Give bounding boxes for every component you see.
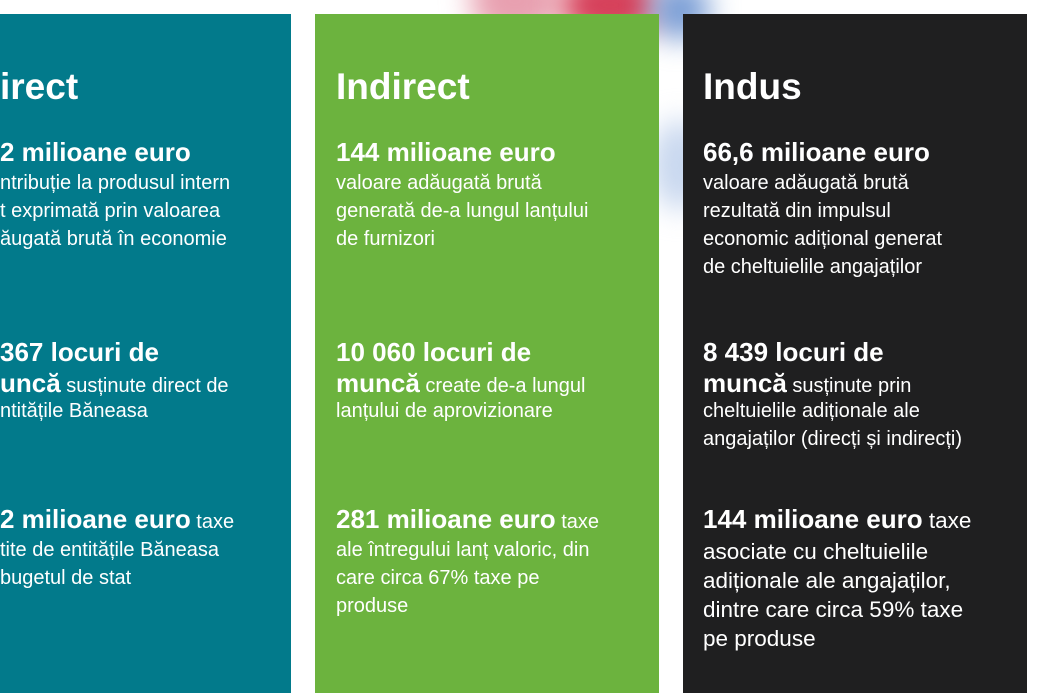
text-line: 281 milioane euro taxe: [336, 505, 599, 533]
text-line: generată de-a lungul lanțului: [336, 197, 588, 225]
stat-block: 2 milioane euro taxe tite de entitățile B…: [0, 505, 234, 592]
highlight-text: 66,6 milioane euro: [703, 137, 930, 167]
body-text: taxe: [922, 508, 972, 533]
body-text: taxe: [190, 511, 235, 533]
body-text: ăugată brută în economie: [0, 228, 227, 250]
body-text: valoare adăugată brută: [703, 172, 909, 194]
text-line: muncă susținute prin: [703, 369, 962, 397]
text-line: ăugată brută în economie: [0, 225, 230, 253]
text-line: economic adițional generat: [703, 225, 942, 253]
column-title: irect: [0, 66, 79, 107]
highlight-text: 2 milioane euro: [0, 504, 191, 534]
text-line: ale întregului lanț valoric, din: [336, 536, 599, 564]
text-line: de cheltuielile angajaților: [703, 253, 942, 281]
text-line: care circa 67% taxe pe: [336, 564, 599, 592]
body-text: cheltuielile adiționale ale: [703, 400, 920, 422]
body-text: de furnizori: [336, 228, 435, 250]
text-line: t exprimată prin valoarea: [0, 197, 230, 225]
text-line: 66,6 milioane euro: [703, 138, 942, 166]
text-line: valoare adăugată brută: [336, 169, 588, 197]
text-line: 144 milioane euro: [336, 138, 588, 166]
highlight-text: 10 060 locuri de: [336, 337, 532, 367]
text-line: adiționale ale angajaților,: [703, 566, 971, 595]
highlight-text: 2 milioane euro: [0, 137, 191, 167]
body-text: generată de-a lungul lanțului: [336, 200, 589, 222]
text-line: 367 locuri de: [0, 338, 229, 366]
body-text: adiționale ale angajaților,: [703, 568, 951, 593]
column: irect 2 milioane euro ntribuție la produsu…: [0, 14, 291, 693]
highlight-text: 281 milioane euro: [336, 504, 556, 534]
body-text: susținute direct de: [60, 375, 229, 397]
body-text: taxe: [555, 511, 600, 533]
body-text: de cheltuielile angajaților: [703, 256, 923, 278]
column: Indirect 144 milioane euro valoare adăugat…: [315, 14, 659, 693]
column-title: Indirect: [336, 66, 470, 107]
text-line: rezultată din impulsul: [703, 197, 942, 225]
body-text: care circa 67% taxe pe: [336, 567, 540, 589]
body-text: rezultată din impulsul: [703, 200, 891, 222]
highlight-text: 367 locuri de: [0, 337, 159, 367]
text-line: angajaților (direcți și indirecți): [703, 425, 962, 453]
text-line: bugetul de stat: [0, 564, 234, 592]
text-line: 8 439 locuri de: [703, 338, 962, 366]
text-line: ntribuție la produsul intern: [0, 169, 230, 197]
stat-block: 367 locuri de uncă susținute direct de nti…: [0, 338, 229, 425]
text-line: valoare adăugată brută: [703, 169, 942, 197]
highlight-text: 8 439 locuri de: [703, 337, 884, 367]
body-text: pe produse: [703, 626, 816, 651]
text-line: 144 milioane euro taxe: [703, 505, 971, 534]
text-line: muncă create de-a lungul: [336, 369, 585, 397]
stat-block: 10 060 locuri de muncă create de-a lungul…: [336, 338, 585, 425]
text-line: dintre care circa 59% taxe: [703, 595, 971, 624]
text-line: 2 milioane euro: [0, 138, 230, 166]
highlight-text: 144 milioane euro: [703, 504, 923, 534]
text-line: ntitățile Băneasa: [0, 397, 229, 425]
body-text: angajaților (direcți și indirecți): [703, 428, 962, 450]
text-line: de furnizori: [336, 225, 588, 253]
body-text: bugetul de stat: [0, 567, 132, 589]
text-line: tite de entitățile Băneasa: [0, 536, 234, 564]
body-text: susținute prin: [786, 375, 912, 397]
body-text: ntitățile Băneasa: [0, 400, 148, 422]
text-line: 2 milioane euro taxe: [0, 505, 234, 533]
body-text: produse: [336, 595, 409, 617]
text-line: cheltuielile adiționale ale: [703, 397, 962, 425]
stat-block: 281 milioane euro taxe ale întregului lan…: [336, 505, 599, 620]
body-text: ale întregului lanț valoric, din: [336, 539, 590, 561]
body-text: valoare adăugată brută: [336, 172, 542, 194]
text-line: 10 060 locuri de: [336, 338, 585, 366]
stat-block: 144 milioane euro valoare adăugată brută g…: [336, 138, 588, 253]
body-text: dintre care circa 59% taxe: [703, 597, 964, 622]
body-text: t exprimată prin valoarea: [0, 200, 221, 222]
stat-block: 8 439 locuri de muncă susținute prin chelt…: [703, 338, 962, 453]
highlight-text: muncă: [703, 368, 787, 398]
column: Indus 66,6 milioane euro valoare adăugată …: [683, 14, 1027, 693]
stat-block: 144 milioane euro taxe asociate cu cheltu…: [703, 505, 971, 653]
highlight-text: muncă: [336, 368, 420, 398]
column-title: Indus: [703, 66, 802, 107]
text-line: lanțului de aprovizionare: [336, 397, 585, 425]
body-text: lanțului de aprovizionare: [336, 400, 553, 422]
text-line: pe produse: [703, 624, 971, 653]
body-text: tite de entitățile Băneasa: [0, 539, 220, 561]
body-text: asociate cu cheltuielile: [703, 539, 929, 564]
text-line: asociate cu cheltuielile: [703, 537, 971, 566]
highlight-text: 144 milioane euro: [336, 137, 556, 167]
body-text: ntribuție la produsul intern: [0, 172, 231, 194]
body-text: create de-a lungul: [419, 375, 586, 397]
text-line: produse: [336, 592, 599, 620]
stat-block: 2 milioane euro ntribuție la produsul int…: [0, 138, 230, 253]
stat-block: 66,6 milioane euro valoare adăugată brută…: [703, 138, 942, 281]
body-text: economic adițional generat: [703, 228, 943, 250]
text-line: uncă susținute direct de: [0, 369, 229, 397]
highlight-text: uncă: [0, 368, 61, 398]
